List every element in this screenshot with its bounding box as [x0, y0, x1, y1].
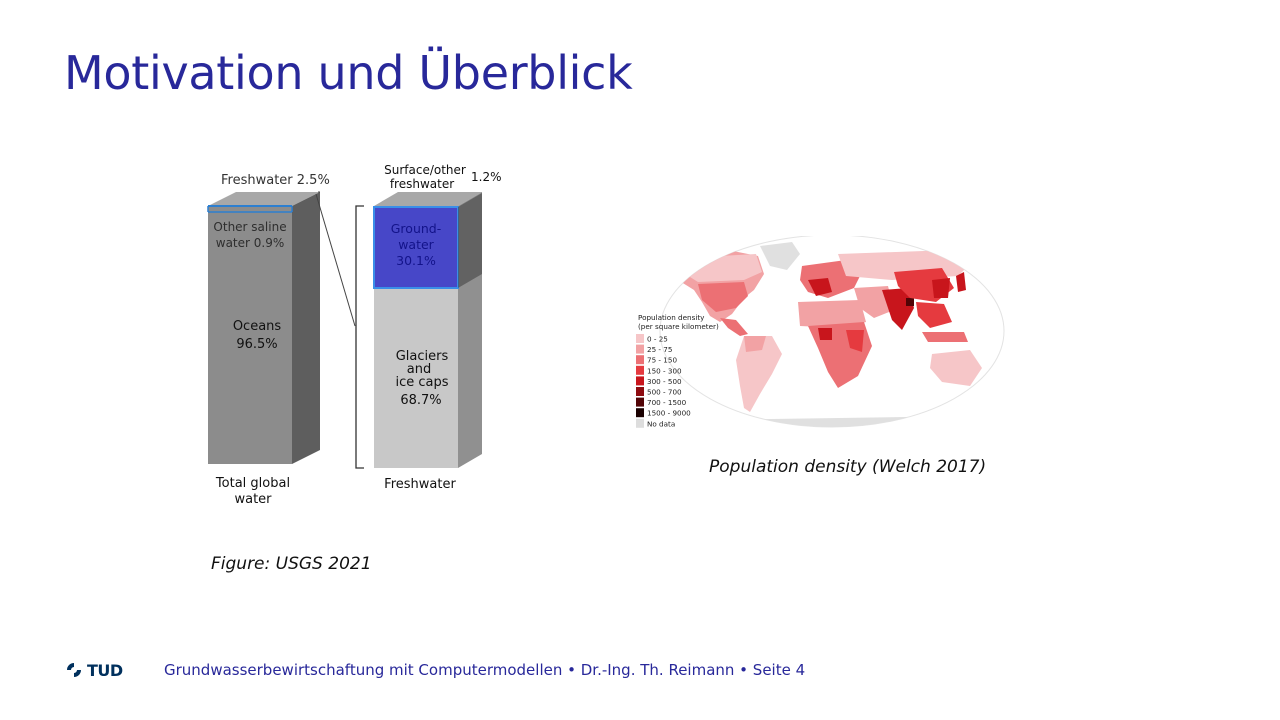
tud-logo: TUD: [64, 659, 123, 681]
total-bar-front: [208, 206, 292, 464]
surface-freshwater-pct: 1.2%: [471, 170, 502, 184]
freshwater-share-label: Freshwater 2.5%: [221, 173, 330, 188]
page-title: Motivation und Überblick: [64, 46, 633, 100]
other-saline-label-1: Other saline: [213, 220, 286, 234]
greenland: [760, 242, 800, 270]
legend-swatch: [636, 418, 644, 428]
legend-label: 300 - 500: [647, 377, 682, 386]
legend-swatch: [636, 408, 644, 418]
total-bar-side: [292, 192, 320, 464]
legend-swatch: [636, 376, 644, 386]
australia: [930, 350, 982, 386]
legend-label: 500 - 700: [647, 388, 682, 397]
east-africa: [846, 330, 864, 352]
legend-title-2: (per square kilometer): [638, 322, 719, 331]
glaciers-label-2: and: [407, 362, 431, 377]
freshwater-bar-label: Freshwater: [384, 477, 456, 492]
surface-freshwater-label-1: Surface/other: [384, 163, 466, 177]
antarctica: [692, 416, 982, 427]
total-water-label-1: Total global: [215, 476, 290, 491]
legend-label: 75 - 150: [647, 356, 677, 365]
western-europe: [808, 278, 832, 296]
total-bar-top: [208, 192, 320, 206]
bangladesh: [906, 298, 914, 306]
legend-swatch: [636, 387, 644, 396]
east-china: [932, 278, 950, 298]
legend-title-1: Population density: [638, 313, 705, 322]
groundwater-label-2: water: [398, 237, 434, 252]
groundwater-label-1: Ground-: [391, 221, 442, 236]
usa: [698, 282, 748, 312]
groundwater-side: [458, 193, 482, 288]
oceans-label-2: 96.5%: [236, 337, 277, 352]
nigeria: [818, 328, 832, 340]
connector-line: [315, 193, 356, 327]
legend-label: 25 - 75: [647, 345, 672, 354]
legend-label: No data: [647, 419, 675, 428]
footer-text: Grundwasserbewirtschaftung mit Computerm…: [164, 661, 806, 679]
legend-swatch: [636, 344, 644, 354]
legend-label: 700 - 1500: [647, 398, 687, 407]
legend-swatch: [636, 397, 644, 407]
water-distribution-figure: Freshwater 2.5% Other saline water 0.9% …: [207, 163, 502, 507]
total-water-label-2: water: [234, 492, 272, 507]
central-america: [720, 318, 748, 336]
legend-label: 150 - 300: [647, 366, 682, 375]
freshwater-slice: [208, 206, 292, 212]
freshwater-bar: [373, 192, 482, 468]
other-saline-label-2: water 0.9%: [216, 236, 285, 250]
glaciers-label-3: ice caps: [395, 375, 448, 390]
new-zealand: [982, 382, 992, 398]
surface-freshwater-label-2: freshwater: [390, 177, 454, 191]
oceans-label-1: Oceans: [233, 319, 282, 334]
glaciers-label-1: Glaciers: [396, 349, 449, 364]
water-figure-caption: Figure: USGS 2021: [211, 554, 372, 574]
legend-swatch: [636, 365, 644, 375]
bracket: [355, 205, 364, 469]
indonesia: [922, 332, 968, 342]
south-america-north: [744, 336, 766, 352]
legend-swatch: [636, 334, 644, 343]
map-legend: Population density (per square kilometer…: [636, 313, 719, 428]
glaciers-label-4: 68.7%: [400, 393, 441, 408]
japan: [956, 272, 966, 292]
tud-logo-text: TUD: [87, 660, 123, 680]
freshwater-bar-top: [374, 192, 482, 206]
south-america: [736, 336, 782, 412]
southeast-asia: [916, 302, 952, 328]
legend-label: 1500 - 9000: [647, 409, 691, 418]
tud-logo-icon: [67, 663, 81, 677]
groundwater-label-3: 30.1%: [396, 253, 436, 268]
africa-north: [798, 300, 866, 328]
legend-label: 0 - 25: [647, 335, 668, 344]
map-figure-caption: Population density (Welch 2017): [709, 457, 987, 477]
legend-swatch: [636, 355, 644, 365]
total-water-bar: [207, 192, 320, 464]
population-density-map: Population density (per square kilometer…: [636, 236, 1005, 428]
